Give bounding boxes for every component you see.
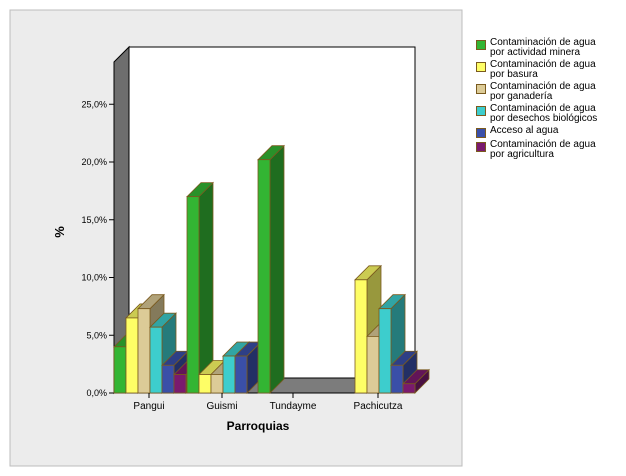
bar bbox=[137, 308, 151, 394]
x-axis-title: Parroquias bbox=[227, 419, 290, 433]
legend-item: Contaminación de agua por basura bbox=[476, 60, 624, 80]
legend-item: Contaminación de agua por agricultura bbox=[476, 140, 624, 160]
y-axis-title: % bbox=[52, 226, 67, 238]
bar bbox=[402, 383, 416, 394]
legend-label: Contaminación de agua por actividad miner… bbox=[490, 38, 596, 58]
legend-label-line: Contaminación de agua bbox=[490, 59, 596, 70]
y-tick-label: 25,0% bbox=[81, 99, 107, 109]
legend-label-line: por actividad minera bbox=[490, 47, 581, 58]
y-tick-label: 10,0% bbox=[81, 273, 107, 283]
legend-label-line: por desechos biológicos bbox=[490, 113, 598, 124]
y-tick-label: 0,0% bbox=[86, 388, 107, 398]
legend-label: Contaminación de agua por ganadería bbox=[490, 82, 596, 102]
legend-label-line: Contaminación de agua bbox=[490, 81, 596, 92]
bar bbox=[366, 336, 380, 394]
legend-swatch bbox=[476, 40, 486, 50]
bar bbox=[378, 308, 392, 394]
bar bbox=[198, 374, 212, 394]
legend-item: Acceso al agua bbox=[476, 126, 624, 138]
x-tick-label: Pachicutza bbox=[354, 401, 403, 412]
legend-label: Acceso al agua bbox=[490, 126, 558, 136]
legend-label: Contaminación de agua por desechos biológ… bbox=[490, 104, 597, 124]
bar bbox=[186, 196, 200, 394]
bar bbox=[210, 374, 224, 394]
legend-swatch bbox=[476, 62, 486, 72]
x-tick-label: Tundayme bbox=[270, 401, 317, 412]
y-tick-label: 15,0% bbox=[81, 215, 107, 225]
x-tick-label: Guismi bbox=[206, 401, 237, 412]
bar bbox=[125, 317, 139, 394]
legend-item: Contaminación de agua por desechos biológ… bbox=[476, 104, 624, 124]
bar-side bbox=[269, 144, 285, 394]
legend-swatch bbox=[476, 84, 486, 94]
legend-label-line: Contaminación de agua bbox=[490, 103, 596, 114]
bar bbox=[113, 346, 127, 394]
legend-label-line: Contaminación de agua bbox=[490, 37, 596, 48]
legend: Contaminación de agua por actividad miner… bbox=[476, 38, 624, 162]
legend-label: Contaminación de agua por agricultura bbox=[490, 140, 596, 160]
x-tick-label: Pangui bbox=[133, 401, 164, 412]
y-tick-label: 20,0% bbox=[81, 157, 107, 167]
bar bbox=[234, 355, 248, 394]
legend-label-line: Contaminación de agua bbox=[490, 139, 596, 150]
legend-item: Contaminación de agua por actividad miner… bbox=[476, 38, 624, 58]
legend-swatch bbox=[476, 106, 486, 116]
legend-item: Contaminación de agua por ganadería bbox=[476, 82, 624, 102]
legend-swatch bbox=[476, 142, 486, 152]
bar bbox=[149, 326, 163, 394]
bar bbox=[161, 364, 175, 394]
bar bbox=[390, 364, 404, 394]
legend-label-line: por ganadería bbox=[490, 91, 553, 102]
bar bbox=[354, 279, 368, 394]
legend-label: Contaminación de agua por basura bbox=[490, 60, 596, 80]
legend-swatch bbox=[476, 128, 486, 138]
bar-side bbox=[198, 181, 214, 394]
legend-label-line: por agricultura bbox=[490, 149, 554, 160]
bar bbox=[222, 355, 236, 394]
y-tick-label: 5,0% bbox=[86, 330, 107, 340]
bar bbox=[173, 374, 187, 394]
legend-label-line: por basura bbox=[490, 69, 538, 80]
legend-label-line: Acceso al agua bbox=[490, 125, 559, 136]
bar bbox=[257, 159, 271, 394]
